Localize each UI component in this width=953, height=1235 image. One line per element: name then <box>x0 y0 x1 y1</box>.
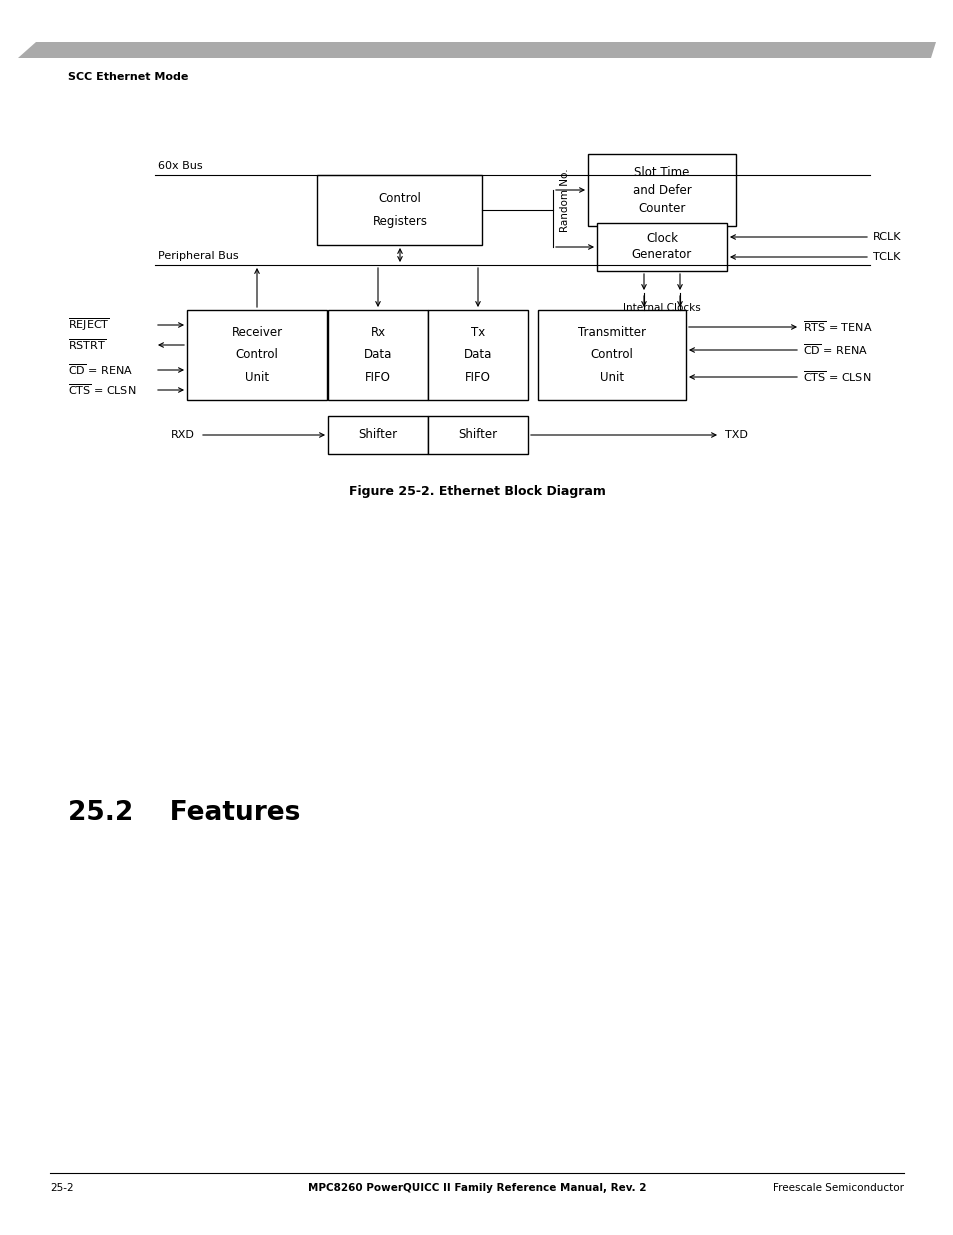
Text: Shifter: Shifter <box>458 429 497 441</box>
Text: Unit: Unit <box>245 370 269 384</box>
Text: Receiver: Receiver <box>232 326 282 338</box>
Text: RXD: RXD <box>171 430 194 440</box>
Text: $\overline{\rm CD}$ = RENA: $\overline{\rm CD}$ = RENA <box>802 342 867 357</box>
Text: Peripheral Bus: Peripheral Bus <box>158 251 238 261</box>
Text: Transmitter: Transmitter <box>578 326 645 338</box>
Text: Control: Control <box>235 348 278 362</box>
Bar <box>537 310 685 400</box>
Text: Counter: Counter <box>638 201 685 215</box>
Text: MPC8260 PowerQUICC II Family Reference Manual, Rev. 2: MPC8260 PowerQUICC II Family Reference M… <box>308 1183 645 1193</box>
Text: Control: Control <box>378 191 421 205</box>
Text: $\overline{\rm REJECT}$: $\overline{\rm REJECT}$ <box>68 316 110 333</box>
Text: $\overline{\rm CTS}$ = CLSN: $\overline{\rm CTS}$ = CLSN <box>68 383 136 398</box>
Text: $\overline{\rm RSTRT}$: $\overline{\rm RSTRT}$ <box>68 337 106 352</box>
Text: Rx: Rx <box>370 326 385 338</box>
Text: RCLK: RCLK <box>872 232 901 242</box>
Bar <box>317 175 482 245</box>
Text: Clock: Clock <box>645 232 678 246</box>
Text: 25.2    Features: 25.2 Features <box>68 800 300 826</box>
Text: Internal Clocks: Internal Clocks <box>622 303 700 312</box>
Bar <box>597 224 726 270</box>
Text: Tx: Tx <box>471 326 485 338</box>
Text: FIFO: FIFO <box>365 370 391 384</box>
Text: Figure 25-2. Ethernet Block Diagram: Figure 25-2. Ethernet Block Diagram <box>348 485 605 498</box>
Text: Freescale Semiconductor: Freescale Semiconductor <box>772 1183 903 1193</box>
Bar <box>328 416 428 454</box>
Text: Random No.: Random No. <box>559 168 569 232</box>
Text: $\overline{\rm RTS}$ = TENA: $\overline{\rm RTS}$ = TENA <box>802 320 872 335</box>
Bar <box>587 154 735 226</box>
Text: Registers: Registers <box>372 215 427 228</box>
Text: 60x Bus: 60x Bus <box>158 161 202 170</box>
Text: Unit: Unit <box>599 370 623 384</box>
Bar <box>428 310 527 400</box>
Polygon shape <box>18 42 935 58</box>
Text: SCC Ethernet Mode: SCC Ethernet Mode <box>68 72 188 82</box>
Text: TCLK: TCLK <box>872 252 900 262</box>
Text: Data: Data <box>363 348 392 362</box>
Text: Control: Control <box>590 348 633 362</box>
Text: $\overline{\rm CTS}$ = CLSN: $\overline{\rm CTS}$ = CLSN <box>802 369 870 384</box>
Text: 25-2: 25-2 <box>50 1183 73 1193</box>
Text: Generator: Generator <box>631 248 691 262</box>
Text: Shifter: Shifter <box>358 429 397 441</box>
Text: Data: Data <box>463 348 492 362</box>
Bar <box>187 310 327 400</box>
Text: TXD: TXD <box>724 430 747 440</box>
Text: Slot Time: Slot Time <box>634 165 689 179</box>
Bar <box>328 310 428 400</box>
Text: and Defer: and Defer <box>632 184 691 196</box>
Text: $\overline{\rm CD}$ = RENA: $\overline{\rm CD}$ = RENA <box>68 363 133 378</box>
Bar <box>428 416 527 454</box>
Text: FIFO: FIFO <box>464 370 491 384</box>
